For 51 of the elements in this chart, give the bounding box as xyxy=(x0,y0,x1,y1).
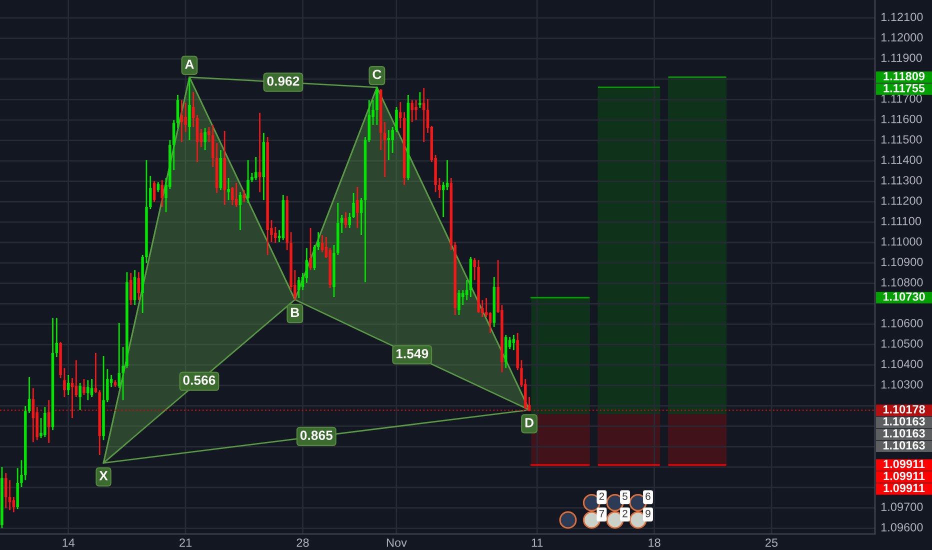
y-tick-label: 1.11900 xyxy=(881,54,922,62)
annotation: 7 xyxy=(599,510,604,518)
y-tick-label: 1.10900 xyxy=(881,258,923,266)
x-tick-label: 18 xyxy=(648,538,660,547)
x-tick-label: 11 xyxy=(532,538,543,547)
y-tick-label: 1.12000 xyxy=(881,33,923,42)
text: 1.09911 xyxy=(884,460,925,468)
y-tick-label: 1.11200 xyxy=(881,196,922,205)
annotation: 5 xyxy=(622,492,628,500)
y-tick-label: 1.10800 xyxy=(881,278,923,286)
annotation: 0.962 xyxy=(267,76,300,86)
y-tick-label: 1.11300 xyxy=(881,176,922,184)
y-tick-label: 1.11400 xyxy=(881,156,922,164)
y-tick-label: 1.10300 xyxy=(881,380,923,389)
annotation: 1.549 xyxy=(396,348,428,358)
annotation: 9 xyxy=(646,510,650,518)
text: 1.10730 xyxy=(883,292,925,301)
annotation: D xyxy=(525,418,534,428)
y-tick-label: 1.11500 xyxy=(881,135,922,144)
text: 1.10163 xyxy=(883,417,925,426)
annotation: 0.865 xyxy=(300,430,333,440)
y-tick-label: 1.10600 xyxy=(881,318,923,328)
ref-line-label: 1.10178 xyxy=(883,405,925,414)
y-tick-label: 1.10400 xyxy=(881,360,923,368)
annotation: X xyxy=(99,471,108,480)
annotation: 0.566 xyxy=(183,376,216,385)
y-tick-label: 1.09700 xyxy=(881,502,923,512)
x-tick-label: 28 xyxy=(296,538,309,547)
text: 1.09911 xyxy=(884,472,925,480)
text: 1.10163 xyxy=(883,429,925,438)
annotation: A xyxy=(185,60,194,69)
y-tick-label: 1.09600 xyxy=(881,523,923,532)
annotation: C xyxy=(372,70,382,80)
y-tick-label: 1.11600 xyxy=(881,114,922,124)
y-tick-label: 1.11100 xyxy=(881,216,922,226)
text: 1.10163 xyxy=(883,441,925,450)
x-tick-label: 14 xyxy=(62,538,75,547)
text: 1.11809 xyxy=(884,72,925,80)
annotation: 2 xyxy=(622,510,628,518)
x-tick-label: 25 xyxy=(766,538,778,547)
x-tick-label: Nov xyxy=(386,538,407,547)
annotation: B xyxy=(291,308,300,317)
x-tick-label: 21 xyxy=(180,538,192,547)
y-tick-label: 1.12100 xyxy=(881,12,923,22)
y-tick-label: 1.11000 xyxy=(881,237,922,246)
annotation: 2 xyxy=(599,492,604,500)
annotation: 6 xyxy=(646,492,650,500)
y-tick-label: 1.10500 xyxy=(881,339,923,348)
text: 1.09911 xyxy=(884,484,925,492)
text: 1.11755 xyxy=(884,84,925,92)
y-tick-label: 1.11700 xyxy=(881,94,922,103)
